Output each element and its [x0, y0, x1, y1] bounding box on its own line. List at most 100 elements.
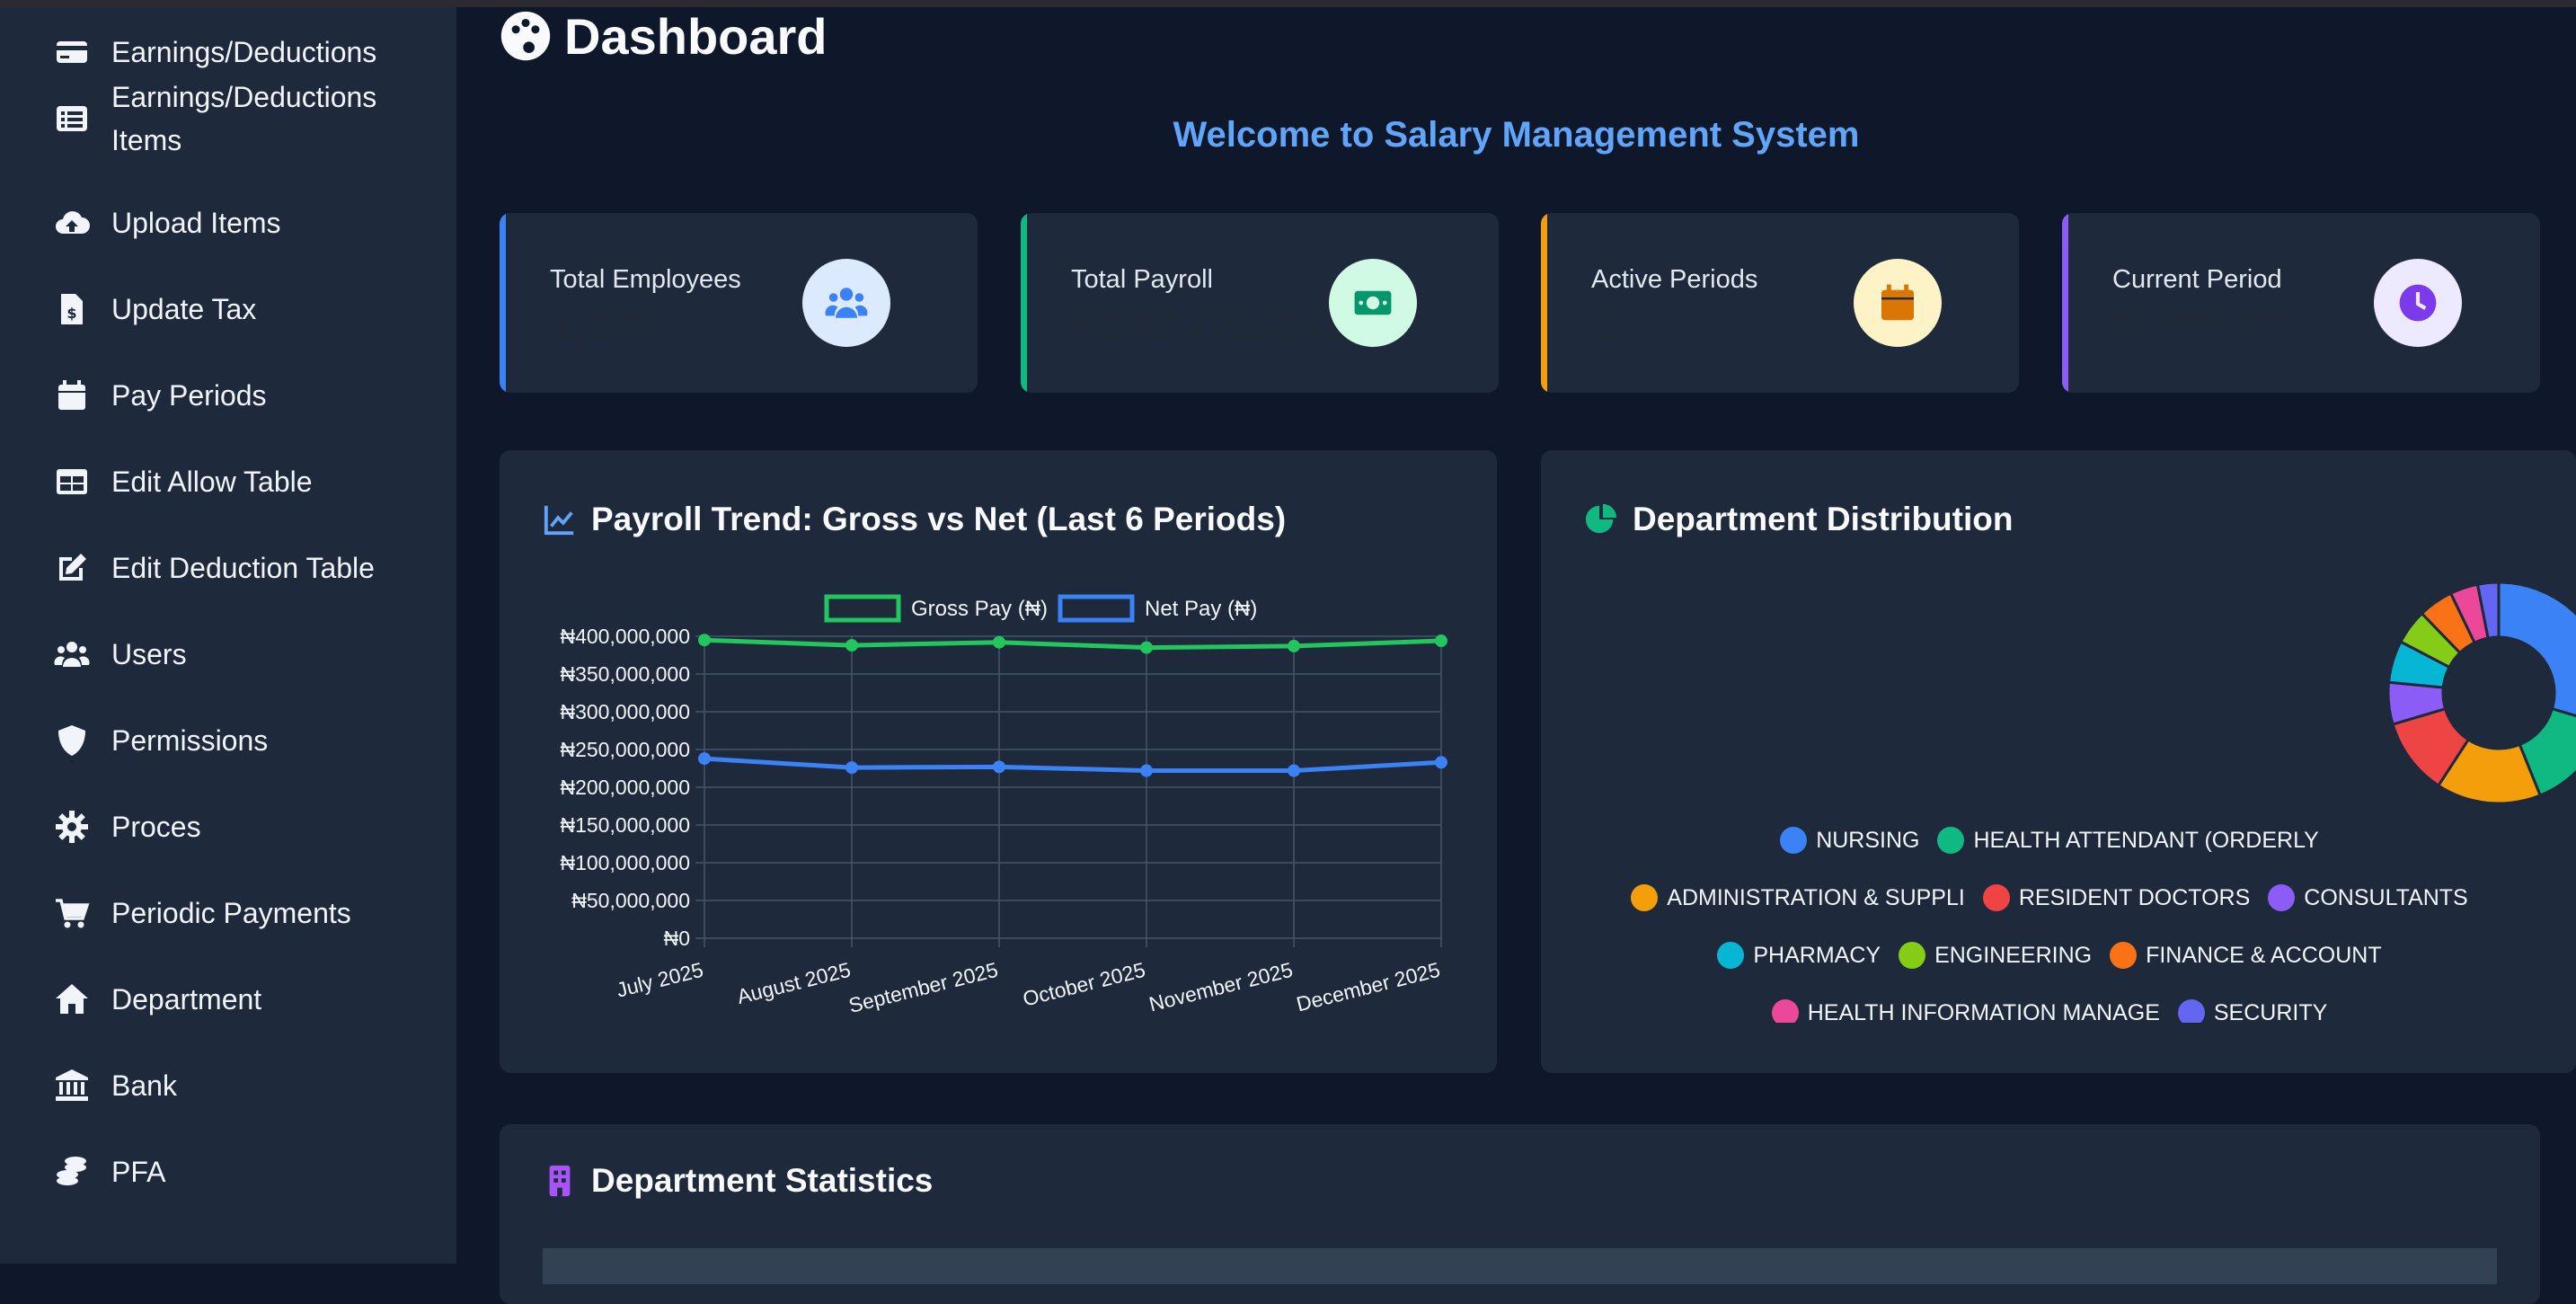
- sidebar-item-label: Edit Deduction Table: [111, 552, 375, 584]
- sidebar-item-periodic-payments[interactable]: Periodic Payments: [52, 892, 351, 935]
- department-distribution-title-text: Department Distribution: [1633, 501, 2014, 537]
- card-accent: [2062, 213, 2068, 393]
- department-statistics-title: Department Statistics: [543, 1162, 933, 1200]
- legend-dot: [2177, 999, 2205, 1023]
- payroll-trend-panel: Payroll Trend: Gross vs Net (Last 6 Peri…: [500, 450, 1497, 1073]
- legend-dot: [2268, 884, 2296, 911]
- y-tick-label: ₦200,000,000: [560, 776, 690, 799]
- money-icon: [1329, 259, 1417, 347]
- sidebar-item-upload-items[interactable]: Upload Items: [52, 201, 281, 244]
- gear-icon: [52, 807, 92, 847]
- card-accent: [1541, 213, 1547, 393]
- legend-label: PHARMACY: [1753, 942, 1881, 968]
- card-value: December 2025: [2112, 305, 2291, 332]
- legend-dot: [1631, 884, 1659, 911]
- legend-label: ENGINEERING: [1934, 942, 2093, 968]
- stat-card-total-employees: Total Employees 1,375: [500, 213, 978, 393]
- window-top-bar: [0, 0, 2576, 7]
- sidebar: Earnings/Deductions Earnings/Deductions I…: [0, 7, 456, 1264]
- stat-card-current-period: Current Period December 2025: [2062, 213, 2540, 393]
- bank-icon: [52, 1066, 92, 1105]
- legend-dot: [1771, 999, 1799, 1023]
- card-label: Active Periods: [1591, 265, 1758, 294]
- payroll-trend-title-text: Payroll Trend: Gross vs Net (Last 6 Peri…: [591, 501, 1287, 537]
- legend-swatch: [824, 594, 901, 623]
- card-accent: [1021, 213, 1027, 393]
- x-tick-label: August 2025: [735, 958, 854, 1008]
- legend-dot: [1982, 884, 2010, 911]
- cart-icon: [52, 893, 92, 933]
- data-point: [1288, 764, 1300, 777]
- sidebar-item-label: Earnings/Deductions Items: [111, 81, 377, 156]
- welcome-message: Welcome to Salary Management System: [1173, 115, 1860, 155]
- card-label: Total Payroll: [1071, 265, 1213, 294]
- legend-item: RESIDENT DOCTORS: [1982, 884, 2251, 911]
- y-tick-label: ₦0: [664, 927, 690, 950]
- sidebar-item-proces[interactable]: Proces: [52, 805, 201, 848]
- series-line-gross-pay: [704, 637, 1442, 651]
- sidebar-item-department[interactable]: Department: [52, 978, 261, 1021]
- main-content: Dashboard Welcome to Salary Management S…: [456, 7, 2576, 1304]
- y-tick-label: ₦250,000,000: [560, 738, 690, 761]
- sidebar-item-earnings-deductions-items[interactable]: Earnings/Deductions Items: [52, 75, 429, 162]
- legend-label: CONSULTANTS: [2304, 884, 2468, 910]
- data-point: [845, 761, 858, 775]
- pie-slice-security: [2475, 581, 2501, 640]
- y-tick-label: ₦300,000,000: [560, 700, 690, 723]
- data-point: [1435, 634, 1447, 648]
- sidebar-item-pfa[interactable]: PFA: [52, 1150, 165, 1193]
- data-point: [993, 635, 1005, 649]
- legend-item: CONSULTANTS: [2268, 884, 2468, 911]
- palette-icon: [500, 11, 551, 61]
- y-tick-label: ₦100,000,000: [560, 851, 690, 874]
- data-point: [1435, 756, 1447, 769]
- legend-swatch: [1058, 594, 1135, 623]
- department-distribution-title: Department Distribution: [1584, 501, 2013, 538]
- sidebar-item-label: PFA: [111, 1156, 166, 1188]
- y-tick-label: ₦50,000,000: [571, 889, 690, 912]
- sidebar-item-update-tax[interactable]: $ Update Tax: [52, 288, 256, 331]
- sidebar-item-pay-periods[interactable]: Pay Periods: [52, 374, 267, 417]
- y-tick-label: ₦350,000,000: [560, 662, 690, 686]
- legend-label: RESIDENT DOCTORS: [2018, 884, 2251, 910]
- payroll-trend-title: Payroll Trend: Gross vs Net (Last 6 Peri…: [543, 501, 1286, 538]
- sidebar-item-users[interactable]: Users: [52, 633, 187, 676]
- sidebar-item-label: Bank: [111, 1069, 177, 1102]
- svg-text:$: $: [66, 305, 76, 322]
- legend-label: Net Pay (₦): [1145, 597, 1257, 621]
- coins-icon: [52, 1152, 92, 1192]
- tax-file-icon: $: [52, 289, 92, 329]
- x-tick-label: December 2025: [1294, 958, 1442, 1016]
- sidebar-item-label: Pay Periods: [111, 379, 267, 412]
- stat-card-active-periods: Active Periods 1: [1541, 213, 2019, 393]
- sidebar-item-edit-allow-table[interactable]: Edit Allow Table: [52, 460, 313, 503]
- card-value: 1,375: [550, 302, 659, 350]
- sidebar-item-label: Proces: [111, 811, 201, 843]
- card-label: Total Employees: [550, 265, 741, 294]
- calendar-icon: [52, 376, 92, 415]
- sidebar-item-permissions[interactable]: Permissions: [52, 719, 268, 762]
- x-tick-label: October 2025: [1021, 958, 1148, 1011]
- users-icon: [52, 634, 92, 674]
- legend-dot: [1937, 827, 1965, 854]
- legend-dot: [2110, 942, 2138, 969]
- sidebar-item-bank[interactable]: Bank: [52, 1064, 177, 1107]
- data-point: [993, 760, 1005, 774]
- cloud-upload-icon: [52, 203, 92, 243]
- sidebar-item-earnings-deductions[interactable]: Earnings/Deductions: [52, 31, 376, 74]
- table-icon: [52, 462, 92, 501]
- card-value: ₦232,772,242: [1071, 302, 1342, 350]
- sidebar-item-label: Update Tax: [111, 293, 257, 325]
- payroll-trend-chart: ₦400,000,000 ₦350,000,000 ₦300,000,000 ₦250…: [560, 594, 1447, 1017]
- legend-label: ADMINISTRATION & SUPPLI: [1667, 884, 1965, 910]
- data-point: [845, 639, 858, 652]
- legend-dot: [1899, 942, 1926, 969]
- sidebar-item-label: Earnings/Deductions: [111, 36, 377, 68]
- data-point: [698, 634, 711, 647]
- department-statistics-panel: Department Statistics: [500, 1124, 2540, 1304]
- x-tick-label: November 2025: [1146, 958, 1295, 1016]
- clock-icon: [2374, 259, 2462, 347]
- legend-item: HEALTH ATTENDANT (ORDERLY: [1937, 827, 2319, 854]
- sidebar-item-edit-deduction-table[interactable]: Edit Deduction Table: [52, 546, 375, 590]
- legend-item: PHARMACY: [1717, 942, 1881, 969]
